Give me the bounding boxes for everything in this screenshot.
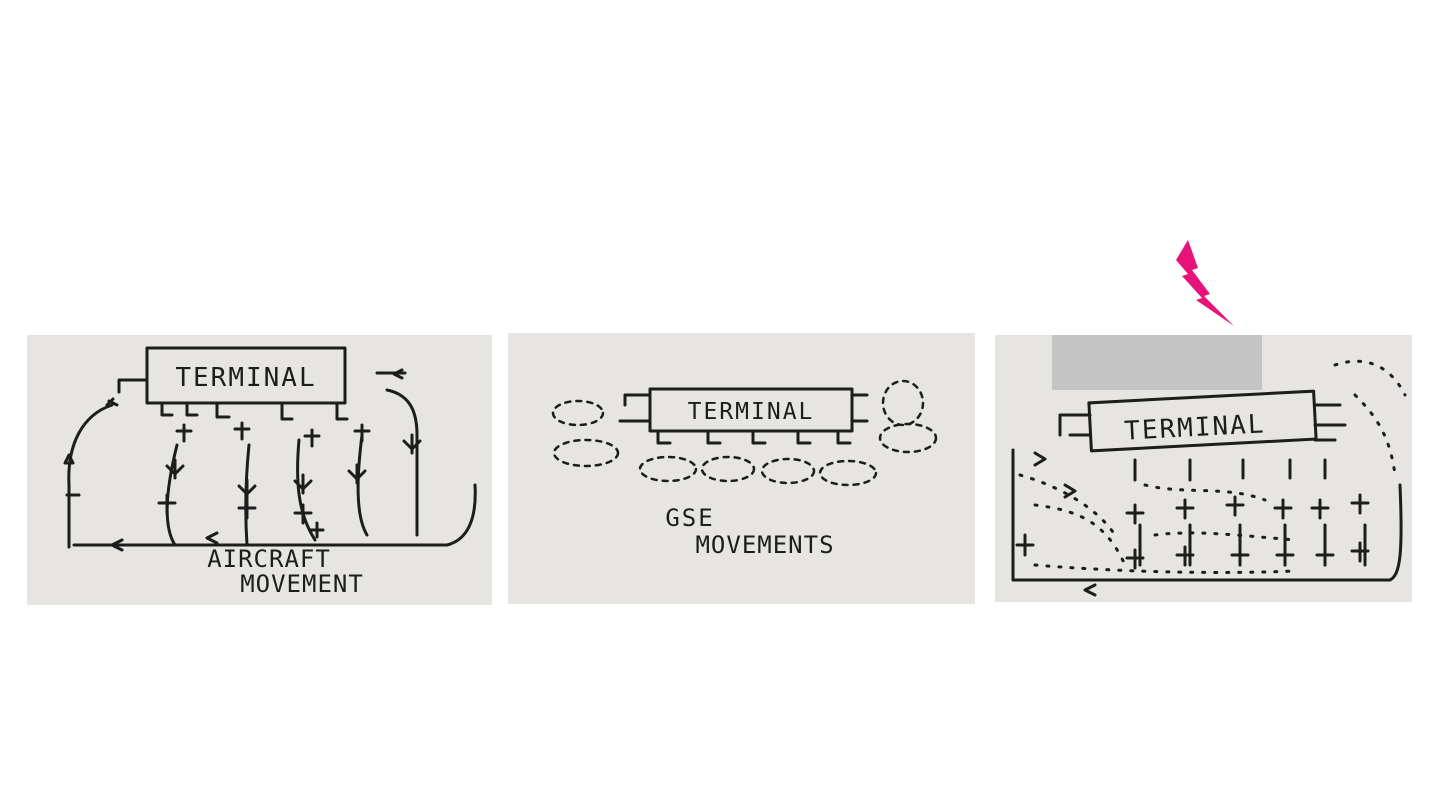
caption-line2: MOVEMENTS [695, 531, 834, 559]
gse-movement-paths [1018, 359, 1407, 574]
terminal-box [648, 387, 854, 433]
gse-movement-paths [551, 379, 938, 487]
gate-stubs [1058, 403, 1347, 442]
gse-movements-sketch: TERMINAL GSE MOVEMENTS [508, 333, 975, 604]
terminal-box [145, 346, 347, 405]
terminal-label: TERMINAL [688, 399, 815, 425]
terminal-label: TERMINAL [1124, 409, 1267, 446]
caption-line1: GSE [665, 504, 714, 532]
combined-movement-sketch: TERMINAL [995, 335, 1412, 602]
terminal-box [1087, 389, 1318, 453]
combined-movement-drawing: TERMINAL [1011, 335, 1407, 597]
taxi-lanes [165, 433, 369, 547]
aircraft-movement-sketch: TERMINAL [27, 335, 492, 605]
taxi-return [375, 371, 419, 537]
gate-stubs [618, 393, 869, 445]
gse-movements-drawing: TERMINAL GSE MOVEMENTS [551, 379, 938, 559]
aircraft-movement-drawing: TERMINAL [63, 346, 477, 598]
taxi-lanes [1138, 523, 1367, 567]
terminal-label: TERMINAL [175, 363, 316, 393]
redaction-box [1052, 335, 1262, 390]
taxi-loop [1011, 448, 1403, 582]
caption-line2: MOVEMENT [240, 570, 364, 598]
aircraft-icon [63, 368, 422, 552]
aircraft-icon [1015, 451, 1370, 597]
caption-line1: AIRCRAFT [207, 545, 331, 573]
lightning-bolt-icon [1176, 240, 1234, 326]
taxi-loop [67, 378, 477, 549]
gate-stubs [160, 401, 349, 421]
